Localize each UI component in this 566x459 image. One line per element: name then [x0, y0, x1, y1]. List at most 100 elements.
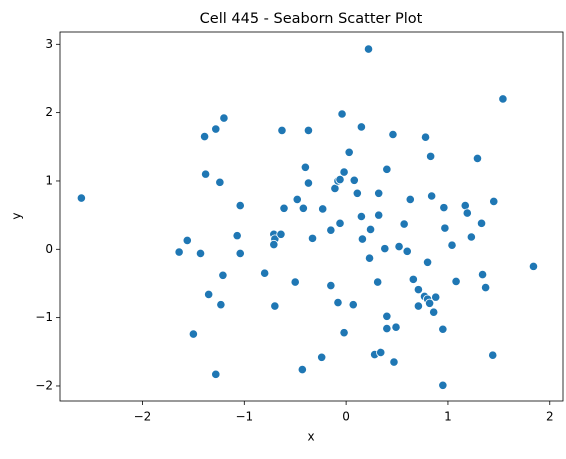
x-tick-label: −1 [235, 410, 253, 424]
scatter-point [380, 244, 390, 254]
scatter-point [373, 277, 383, 287]
scatter-point [376, 347, 386, 358]
scatter-point [270, 301, 280, 311]
scatter-point [219, 113, 229, 123]
scatter-point [215, 177, 225, 187]
scatter-point [382, 164, 392, 174]
scatter-point [431, 292, 441, 302]
scatter-point [199, 131, 210, 142]
y-tick-label: 2 [45, 105, 53, 119]
x-tick-label: −2 [134, 410, 152, 424]
plot-frame [59, 31, 564, 402]
x-axis-label: x [307, 430, 314, 444]
scatter-point [218, 270, 228, 280]
scatter-point [462, 208, 472, 218]
scatter-point [425, 298, 435, 308]
scatter-point [427, 191, 437, 201]
scatter-point [303, 125, 314, 135]
scatter-point [447, 240, 457, 250]
scatter-point [232, 231, 242, 241]
scatter-point [307, 233, 318, 243]
scatter-point [413, 285, 424, 295]
scatter-point [356, 211, 366, 222]
y-tick-label: −2 [35, 378, 53, 392]
scatter-point [337, 109, 347, 119]
scatter-point [290, 277, 300, 287]
scatter-point [303, 178, 314, 188]
scatter-point [402, 246, 412, 256]
scatter-point [326, 225, 336, 235]
scatter-point [426, 151, 436, 161]
scatter-point [438, 324, 448, 334]
scatter-point [211, 124, 221, 134]
scatter-point [277, 125, 287, 135]
scatter-point [429, 307, 439, 317]
scatter-point [422, 257, 433, 267]
scatter-point [365, 224, 376, 235]
scatter-point [335, 218, 345, 228]
scatter-point [374, 210, 384, 220]
chart-title: Cell 445 - Seaborn Scatter Plot [200, 11, 423, 27]
scatter-point [408, 274, 418, 284]
scatter-point [439, 203, 449, 213]
scatter-point [297, 364, 307, 375]
scatter-point [333, 297, 343, 308]
scatter-point [420, 132, 431, 142]
scatter-point [298, 203, 308, 213]
scatter-point [364, 253, 375, 263]
scatter-point [318, 204, 328, 214]
scatter-point [326, 280, 336, 291]
scatter-point [339, 167, 349, 177]
scatter-point [488, 350, 498, 360]
scatter-point [472, 153, 483, 164]
scatter-point [363, 44, 374, 54]
scatter-point [344, 147, 354, 157]
scatter-point [357, 234, 368, 244]
scatter-point [476, 218, 487, 228]
scatter-point [451, 276, 461, 287]
scatter-point [440, 223, 450, 233]
scatter-point [276, 229, 286, 239]
scatter-point [466, 232, 476, 242]
scatter-point [394, 241, 404, 252]
scatter-point [348, 300, 358, 310]
scatter-point [235, 200, 245, 211]
y-tick-label: −1 [35, 310, 53, 324]
scatter-point [498, 94, 508, 104]
y-axis-label: y [10, 212, 24, 219]
y-tick-label: 3 [45, 37, 53, 51]
scatter-point [374, 188, 384, 198]
scatter-point [528, 261, 539, 271]
scatter-point [260, 268, 270, 278]
scatter-point [391, 322, 401, 332]
scatter-point [481, 282, 491, 293]
scatter-point [211, 369, 221, 379]
scatter-point [349, 175, 359, 185]
scatter-point [235, 248, 245, 258]
y-tick-label: 1 [45, 173, 53, 187]
scatter-point [204, 289, 214, 299]
x-tick-label: 0 [342, 410, 350, 424]
scatter-point [269, 239, 279, 250]
scatter-point [382, 311, 392, 321]
x-tick-label: 1 [444, 410, 452, 424]
scatter-point [356, 122, 366, 132]
scatter-point [216, 300, 226, 310]
scatter-point [317, 352, 327, 362]
scatter-point [195, 248, 206, 258]
scatter-point [489, 196, 499, 207]
scatter-point [76, 193, 86, 203]
scatter-point [182, 235, 192, 246]
scatter-point [388, 129, 398, 140]
scatter-point [477, 269, 488, 280]
x-tick-label: 2 [546, 410, 554, 424]
scatter-point [279, 203, 289, 213]
scatter-point [188, 329, 198, 339]
scatter-point [389, 357, 399, 367]
scatter-point [405, 194, 415, 205]
y-tick-label: 0 [45, 242, 53, 256]
scatter-point [460, 200, 470, 211]
scatter-point [352, 188, 362, 198]
